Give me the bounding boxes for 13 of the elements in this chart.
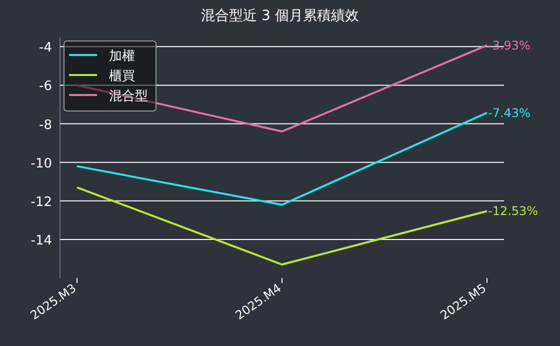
legend-label: 加權 [109,49,135,64]
y-tick-label: -12 [30,194,52,210]
legend-label: 混合型 [109,89,148,104]
y-tick-label: -10 [30,156,52,172]
y-tick-label: -14 [30,233,52,248]
data-label: -7.43% [488,106,530,120]
data-label: -3.93% [488,38,530,52]
legend-label: 櫃買 [109,69,135,84]
y-tick-label: -4 [39,40,52,56]
chart-title: 混合型近 3 個月累積績效 [201,8,359,24]
y-tick-label: -6 [39,79,52,94]
y-tick-label: -8 [39,118,52,133]
data-label: -12.53% [488,204,538,218]
